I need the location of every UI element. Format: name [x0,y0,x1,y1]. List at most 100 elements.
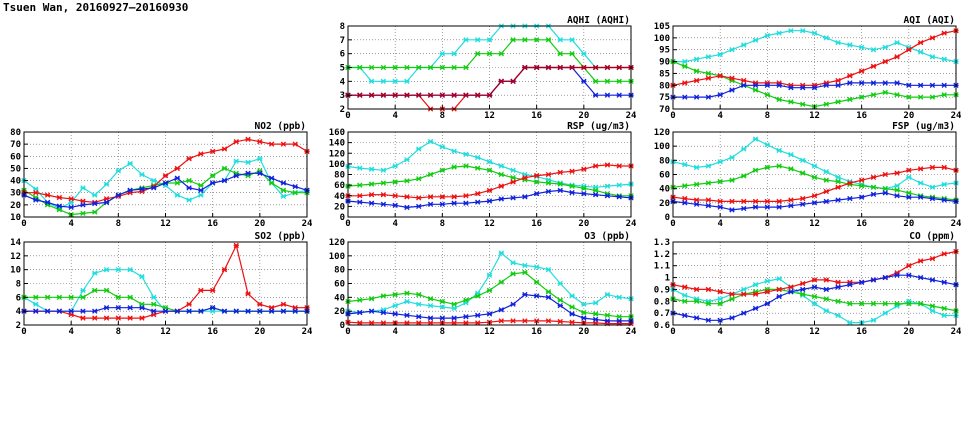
aqhi-point-cyan [439,51,445,57]
fsp-point-red [859,177,865,183]
o3-chart-title: O3 (ppb) [584,231,630,242]
aqi-point-red [705,75,712,81]
no2-point-blue [92,200,98,207]
rsp-point-red [581,166,587,172]
o3-point-cyan [616,294,622,300]
aqi-point-green [835,99,841,105]
rsp-ytick-label: 140 [329,139,345,149]
fsp-xtick-label: 24 [951,219,962,229]
aqi-point-cyan [859,44,865,51]
fsp-point-green [764,164,770,171]
fsp-xtick-label: 16 [856,219,867,229]
co-ytick-label: 0.6 [654,321,670,331]
so2-point-cyan [127,267,133,273]
so2-chart-title: SO2 (ppb) [255,231,306,242]
fsp-ytick-label: 120 [654,128,670,138]
aqhi-point-green [357,64,363,71]
aqhi-point-cyan [392,78,398,84]
fsp-point-red [811,193,818,199]
fsp-point-red [823,188,829,195]
aqhi-point-maroon [510,78,516,84]
rsp-point-blue [581,190,587,197]
o3-point-red [427,320,434,326]
aqhi-point-cyan [463,37,469,43]
rsp-point-green [463,163,469,169]
aqi-point-cyan [929,54,936,60]
no2-point-green [198,182,204,189]
aqi-point-green [693,68,700,74]
aqhi-point-green [368,64,375,71]
fsp-point-cyan [894,183,900,189]
aqi-point-blue [682,94,688,100]
fsp-xtick-label: 8 [765,219,770,229]
no2-point-red [268,141,275,147]
rsp-point-red [534,172,540,179]
no2-point-blue [115,192,121,198]
o3-point-blue [427,315,434,321]
no2-point-blue [44,199,51,206]
o3-point-blue [522,291,528,298]
no2-xtick-label: 8 [116,219,121,229]
fsp-point-green [882,186,888,192]
no2-point-blue [186,185,192,191]
rsp-point-cyan [463,151,469,157]
no2-point-red [162,173,169,179]
no2-point-blue [292,183,298,190]
no2-point-cyan [280,193,287,200]
aqhi-point-green [498,51,504,57]
so2-point-red [115,315,121,321]
rsp-point-red [368,192,375,198]
co-point-green [941,305,947,312]
rsp-point-blue [451,200,457,206]
rsp-point-blue [545,188,552,195]
co-point-blue [941,279,947,285]
aqhi-chart-title: AQHI (AQHI) [567,15,630,26]
fsp-point-green [741,173,747,179]
fsp-point-blue [917,194,924,200]
aqi-ytick-label: 80 [659,81,670,91]
aqi-point-cyan [788,28,794,34]
aqhi-point-green [510,37,516,43]
rsp-point-cyan [604,183,611,189]
fsp-point-blue [823,198,829,205]
fsp-point-green [835,178,841,185]
so2-ytick-label: 8 [16,280,21,290]
rsp-point-blue [569,189,575,196]
fsp-point-red [800,195,806,202]
aqi-point-green [894,92,900,98]
o3-point-green [569,304,575,310]
fsp-point-red [705,197,712,203]
aqi-point-cyan [835,39,841,46]
no2-point-blue [162,180,169,186]
no2-point-cyan [115,168,121,174]
no2-chart-title: NO2 (ppb) [255,121,306,132]
fsp-point-green [800,170,806,176]
aqi-point-blue [800,84,806,91]
o3-point-blue [475,312,481,318]
no2-xtick-label: 24 [302,219,313,229]
co-point-green [906,300,912,307]
o3-point-green [545,289,552,295]
rsp-ytick-label: 40 [334,192,345,202]
no2-xtick-label: 12 [160,219,171,229]
no2-point-green [268,180,275,186]
o3-point-green [581,309,587,316]
fsp-point-cyan [788,152,794,158]
rsp-point-green [510,175,516,181]
no2-point-cyan [233,158,239,164]
aqhi-point-green [439,64,445,71]
co-point-green [823,296,829,302]
fsp-point-cyan [823,169,829,175]
rsp-point-red [498,183,504,189]
o3-xtick-label: 12 [484,327,495,337]
rsp-point-red [427,194,434,200]
rsp-point-green [486,167,493,173]
aqhi-ytick-label: 7 [340,36,345,46]
aqhi-ytick-label: 6 [340,50,345,60]
o3-point-cyan [569,293,575,299]
aqhi-point-maroon [439,92,445,98]
o3-ytick-label: 60 [334,280,345,290]
aqi-point-cyan [941,56,947,62]
so2-point-blue [210,305,216,311]
